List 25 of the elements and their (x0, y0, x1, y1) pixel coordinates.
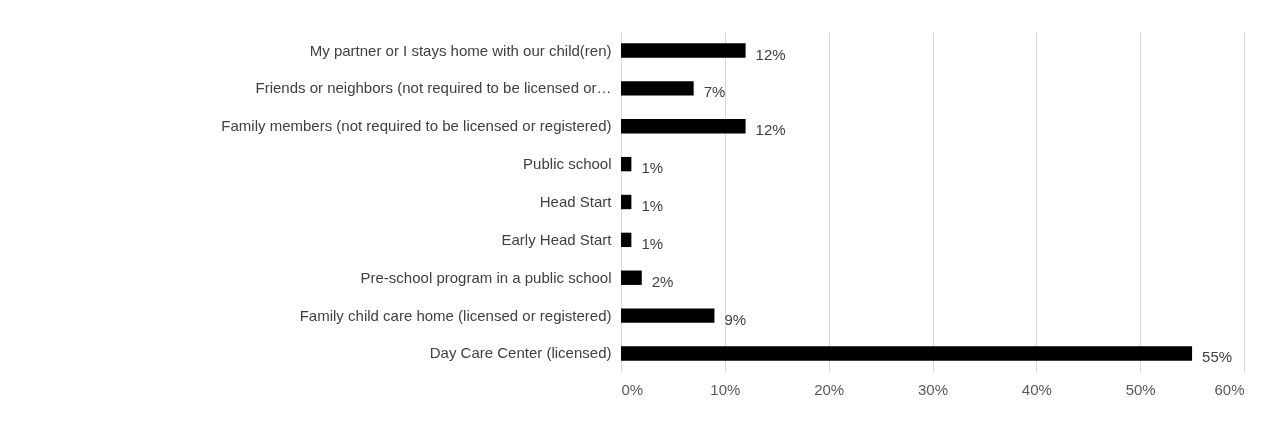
y-tick-label: My partner or I stays home with our child(ren) (309, 41, 612, 59)
data-label: 2% (651, 272, 674, 290)
x-tick-label: 40% (1021, 380, 1052, 398)
y-tick-label: Friends or neighbors (not required to be licensed or… (255, 79, 612, 97)
data-label: 1% (641, 159, 664, 177)
data-label: 1% (641, 197, 664, 214)
data-label: 12% (755, 121, 786, 139)
y-tick-label: Family members (not required to be licensed or registered) (221, 117, 612, 135)
y-tick-label: Early Head Start (501, 230, 613, 248)
data-label: 12% (755, 45, 786, 63)
y-tick-label: Pre-school program in a public school (360, 268, 612, 286)
y-tick-label: Day Care Center (licensed) (429, 344, 612, 362)
data-label: 55% (1202, 348, 1233, 366)
x-tick-label: 0% (621, 380, 644, 398)
y-tick-label: Family child care home (licensed or registered) (299, 306, 612, 324)
x-tick-label: 50% (1125, 380, 1156, 398)
data-label: 1% (641, 234, 664, 252)
x-tick-label: 20% (814, 380, 845, 398)
x-tick-label: 30% (917, 380, 949, 398)
y-tick-label: Public school (523, 155, 612, 173)
x-tick-label: 10% (710, 380, 741, 398)
data-label: 9% (724, 310, 747, 328)
data-label: 7% (703, 83, 726, 101)
y-tick-label: Head Start (539, 193, 613, 210)
x-tick-label: 60% (1214, 380, 1245, 398)
